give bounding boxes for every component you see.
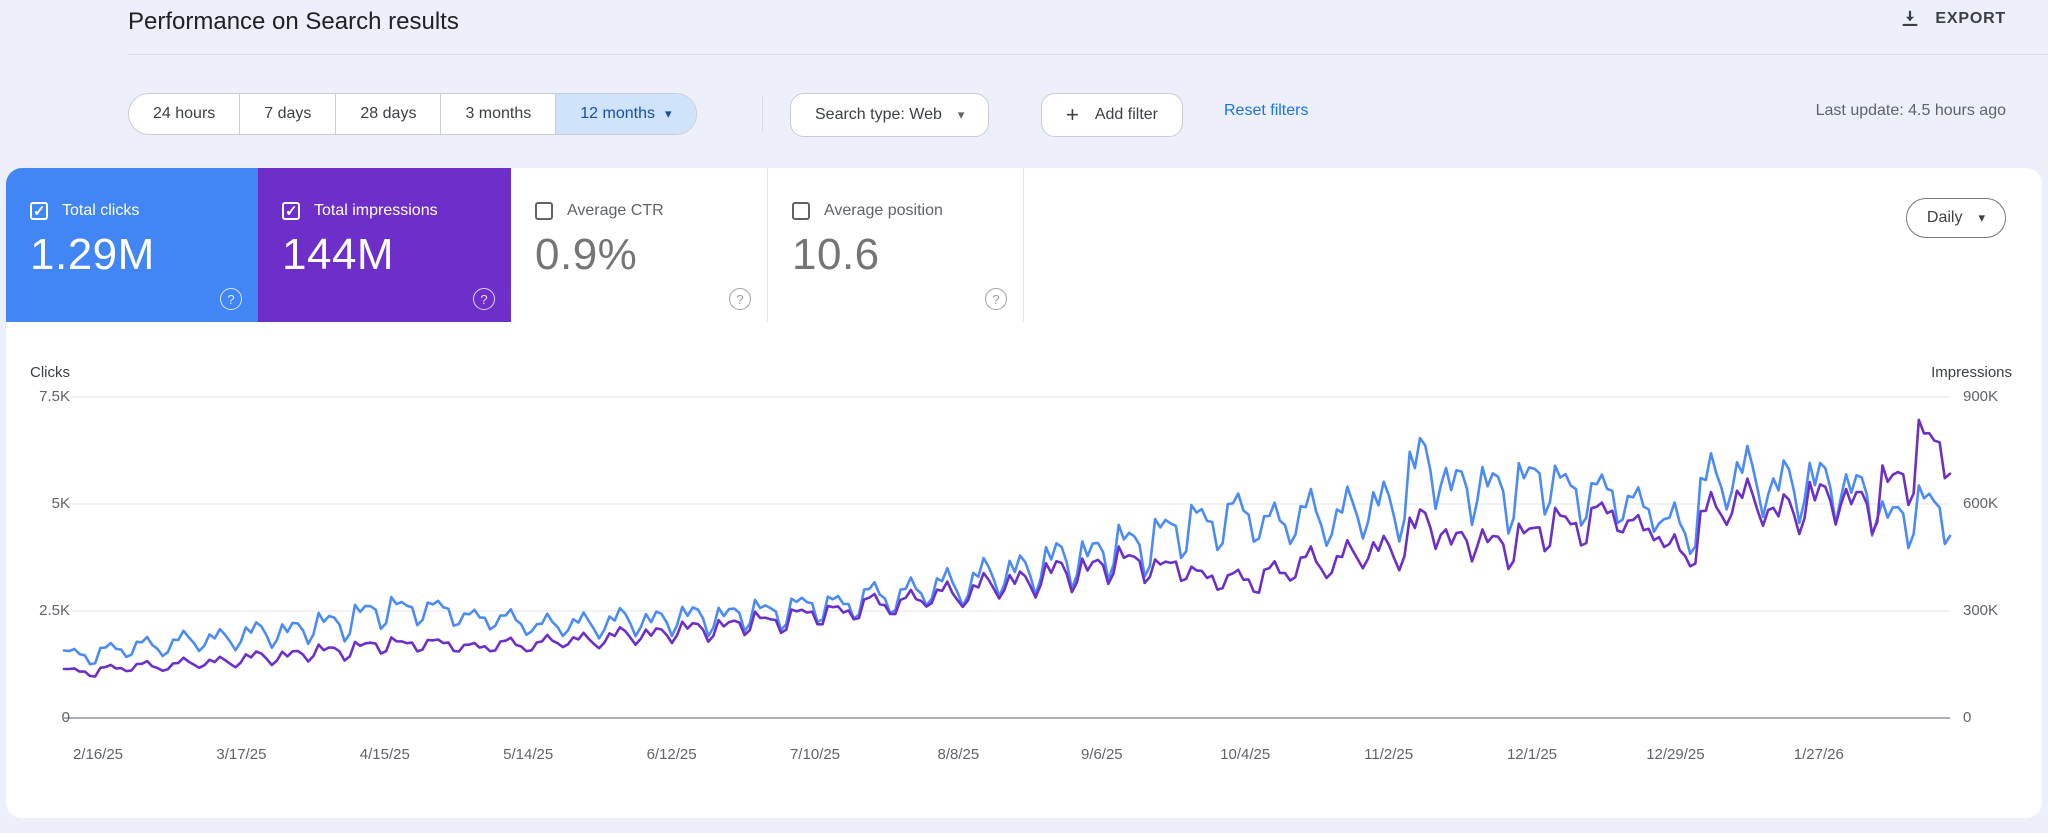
granularity-label: Daily [1926, 209, 1963, 226]
average-position-label: Average position [824, 202, 943, 219]
average-ctr-label: Average CTR [567, 202, 664, 219]
chevron-down-icon: ▾ [664, 106, 672, 121]
metric-cards: Total clicks 1.29M ? Total impressions 1… [6, 168, 1024, 322]
range-12-months-label: 12 months [580, 105, 655, 122]
search-type-dropdown[interactable]: Search type: Web ▾ [790, 93, 990, 137]
chevron-down-icon: ▾ [957, 107, 965, 122]
total-impressions-checkbox[interactable] [282, 202, 300, 220]
performance-panel: Total clicks 1.29M ? Total impressions 1… [6, 168, 2042, 818]
average-ctr-value: 0.9% [535, 230, 638, 279]
add-filter-button[interactable]: + Add filter [1041, 93, 1183, 137]
total-impressions-card[interactable]: Total impressions 144M ? [258, 168, 511, 322]
total-impressions-label: Total impressions [314, 202, 438, 219]
impressions-line[interactable] [62, 418, 1952, 678]
total-clicks-card[interactable]: Total clicks 1.29M ? [6, 168, 258, 322]
average-ctr-card[interactable]: Average CTR 0.9% ? [511, 168, 768, 322]
export-button[interactable]: EXPORT [1899, 8, 2006, 30]
search-type-label: Search type: Web [815, 106, 942, 123]
page-title: Performance on Search results [128, 8, 459, 35]
chevron-down-icon: ▾ [1978, 210, 1985, 225]
header-divider [128, 54, 2048, 55]
download-icon [1899, 8, 1921, 30]
total-clicks-checkbox[interactable] [30, 202, 48, 220]
range-7-days[interactable]: 7 days [240, 94, 337, 134]
range-12-months[interactable]: 12 months ▾ [556, 94, 696, 134]
clicks-line[interactable] [62, 436, 1952, 666]
range-24-hours[interactable]: 24 hours [129, 94, 241, 134]
date-range-group: 24 hours 7 days 28 days 3 months 12 mont… [128, 93, 697, 135]
average-position-checkbox[interactable] [792, 202, 810, 220]
total-impressions-value: 144M [282, 230, 395, 279]
average-ctr-checkbox[interactable] [535, 202, 553, 220]
add-filter-label: Add filter [1094, 106, 1158, 123]
help-icon[interactable]: ? [985, 288, 1007, 310]
help-icon[interactable]: ? [473, 288, 495, 310]
average-position-value: 10.6 [792, 230, 880, 279]
average-position-card[interactable]: Average position 10.6 ? [768, 168, 1024, 322]
help-icon[interactable]: ? [220, 288, 242, 310]
last-update-text: Last update: 4.5 hours ago [1815, 102, 2006, 119]
filter-divider [762, 96, 763, 132]
reset-filters-link[interactable]: Reset filters [1224, 102, 1309, 119]
range-3-months[interactable]: 3 months [441, 94, 557, 134]
export-label: EXPORT [1935, 10, 2006, 27]
total-clicks-value: 1.29M [30, 230, 155, 279]
help-icon[interactable]: ? [729, 288, 751, 310]
plus-icon: + [1066, 102, 1079, 127]
total-clicks-label: Total clicks [62, 202, 140, 219]
granularity-dropdown[interactable]: Daily ▾ [1905, 198, 2006, 238]
range-28-days[interactable]: 28 days [336, 94, 442, 134]
